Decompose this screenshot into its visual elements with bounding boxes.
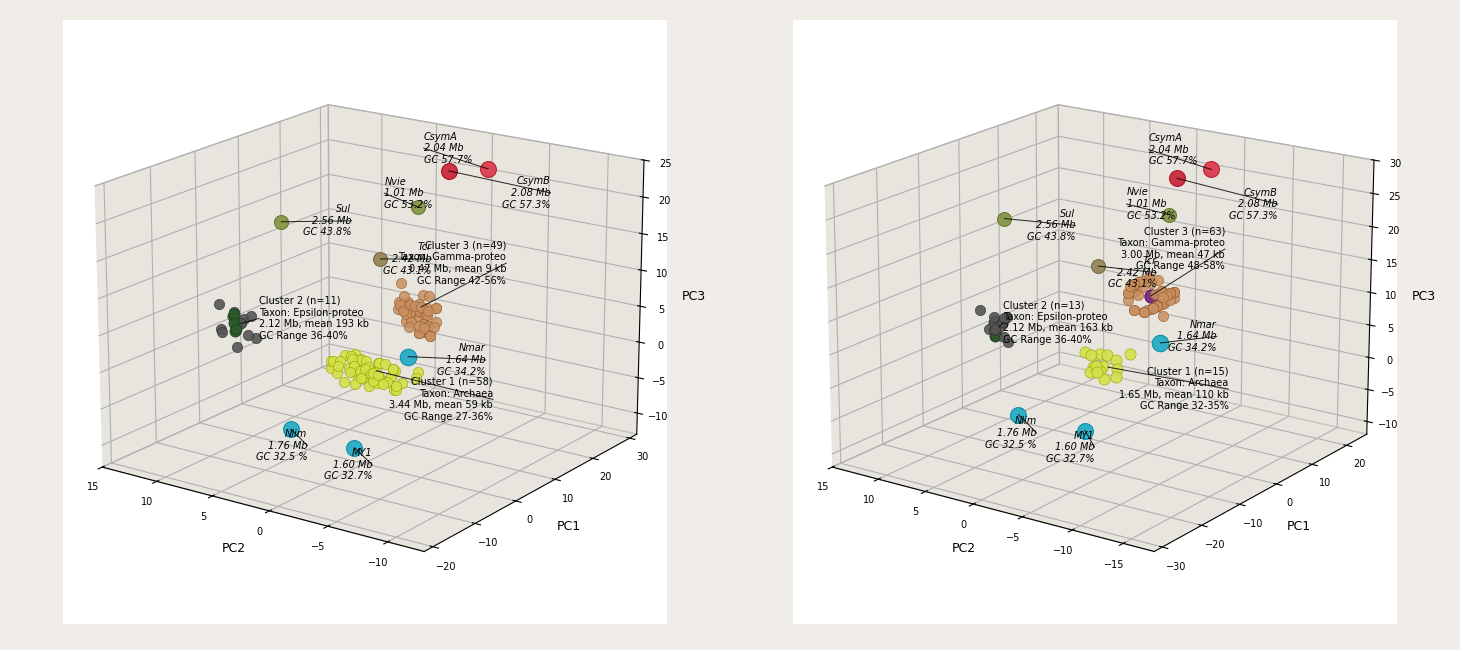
X-axis label: PC2: PC2 [222, 542, 245, 555]
X-axis label: PC2: PC2 [952, 542, 975, 555]
Y-axis label: PC1: PC1 [1288, 520, 1311, 533]
Y-axis label: PC1: PC1 [558, 520, 581, 533]
